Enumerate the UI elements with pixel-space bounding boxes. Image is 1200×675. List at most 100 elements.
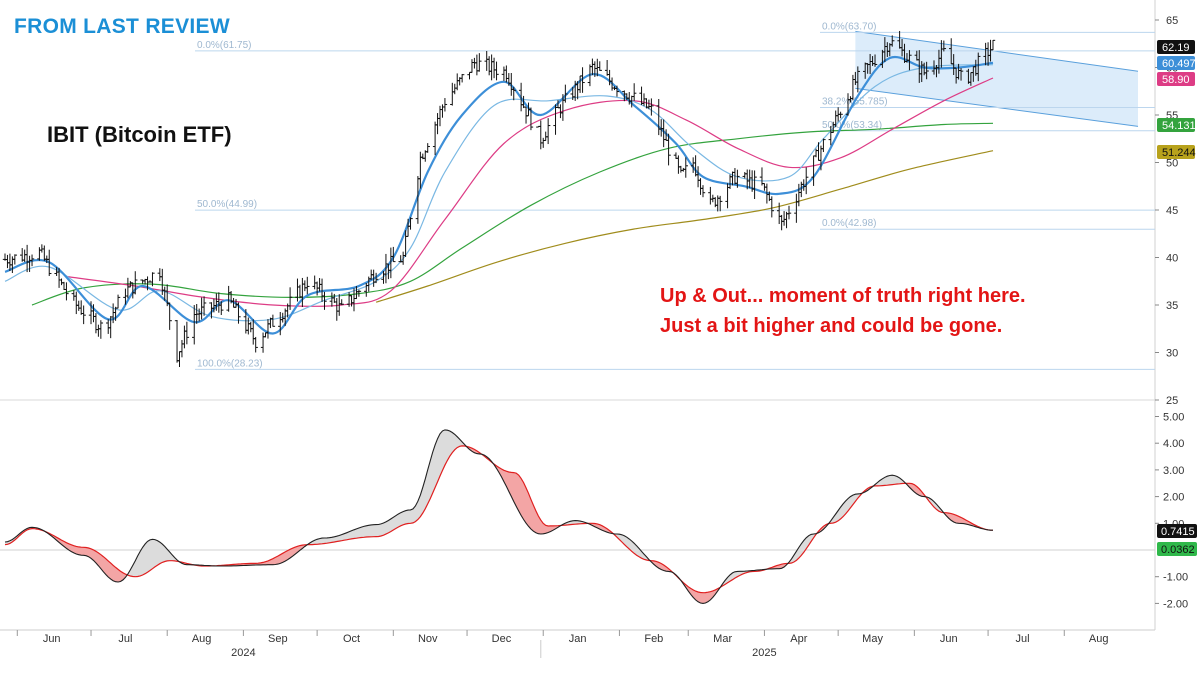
ohlc-bar	[78, 300, 84, 315]
ohlc-bar	[432, 121, 438, 156]
ohlc-bar	[373, 272, 379, 284]
ohlc-bar	[177, 351, 182, 368]
ohlc-bar	[74, 291, 79, 315]
annotation-line-2: Just a bit higher and could be gone.	[660, 315, 1003, 337]
macd-signal-line	[4, 445, 994, 594]
ohlc-bar	[260, 332, 266, 353]
ohlc-bar	[698, 178, 703, 195]
fib-level-label: 0.0%(42.98)	[822, 218, 876, 229]
macd-value-tag: 0.7415	[1157, 524, 1197, 538]
price-tag-bg	[1157, 40, 1195, 54]
ohlc-bar	[543, 131, 548, 141]
price-tag-label: 54.131	[1162, 120, 1196, 132]
ohlc-bar	[312, 275, 317, 290]
ohlc-bar	[106, 319, 111, 334]
macd-fill-negative	[651, 560, 674, 574]
ohlc-bar	[192, 305, 197, 345]
ohlc-bar	[295, 278, 300, 302]
ohlc-bar	[794, 193, 799, 223]
year-label: 2024	[231, 647, 255, 659]
price-tag: 51.244	[1157, 145, 1196, 159]
ohlc-bar	[248, 321, 253, 333]
macd-fill-positive	[926, 496, 944, 513]
ohlc-bar	[467, 71, 472, 80]
fib-level-label: 50.0%(53.34)	[822, 120, 882, 131]
ohlc-bar	[29, 254, 35, 267]
ohlc-bar	[452, 83, 457, 95]
ohlc-bar	[12, 254, 18, 265]
ohlc-bar	[489, 54, 494, 81]
price-tick-label: 45	[1166, 205, 1178, 217]
ohlc-bar	[781, 211, 787, 226]
ohlc-bar	[491, 57, 497, 79]
ohlc-bar	[425, 143, 430, 153]
macd-fill-negative	[46, 532, 128, 582]
ohlc-bar	[700, 185, 706, 198]
ohlc-bar	[474, 54, 480, 76]
ohlc-bar	[890, 35, 895, 47]
ohlc-bar	[708, 186, 713, 205]
annotation-line-1: Up & Out... moment of truth right here.	[660, 285, 1026, 307]
ohlc-bar	[838, 111, 843, 119]
ohlc-bar	[125, 277, 131, 299]
macd-fill-positive	[5, 527, 47, 545]
month-label: Jul	[118, 633, 132, 645]
ohlc-bar	[61, 281, 67, 290]
price-tag: 54.131	[1157, 118, 1196, 132]
ohlc-bar	[98, 320, 104, 339]
fib-level-label: 50.0%(44.99)	[197, 199, 257, 210]
ohlc-bar	[133, 271, 138, 295]
month-label: Aug	[192, 633, 212, 645]
ohlc-bar	[523, 106, 529, 124]
ohlc-bar	[437, 105, 443, 127]
ohlc-bar	[246, 317, 251, 335]
price-tag: 62.19	[1157, 40, 1195, 54]
price-tick-label: 40	[1166, 253, 1178, 265]
month-label: Apr	[790, 633, 807, 645]
macd-fill-positive	[614, 533, 652, 562]
trend-channel	[855, 30, 1139, 127]
fib-level-label: 0.0%(61.75)	[197, 40, 251, 51]
ohlc-bar	[821, 138, 826, 153]
ohlc-bar	[590, 58, 595, 76]
macd-fill-positive	[127, 539, 180, 577]
ohlc-bar	[683, 157, 688, 178]
moving-average-ma-olive	[375, 150, 994, 303]
macd-value-tag-label: 0.7415	[1161, 526, 1195, 538]
ohlc-bar	[907, 50, 912, 71]
ohlc-bar	[435, 113, 440, 135]
macd-value-tag-bg	[1157, 542, 1197, 556]
macd-tick-label: 5.00	[1163, 412, 1184, 424]
ohlc-bar	[287, 287, 293, 310]
ohlc-bar	[182, 325, 187, 349]
price-tick-label: 35	[1166, 300, 1178, 312]
price-tag: 60.497	[1157, 56, 1196, 70]
price-panel-grid	[0, 0, 1156, 631]
ohlc-bar	[442, 98, 448, 112]
ohlc-bar	[614, 85, 620, 97]
fib-level-label: 100.0%(28.23)	[197, 358, 263, 369]
ohlc-bar	[42, 245, 47, 261]
ohlc-bar	[356, 289, 362, 297]
ohlc-bar	[941, 40, 947, 52]
month-label: Jan	[569, 633, 587, 645]
macd-fill-negative	[680, 580, 721, 604]
moving-average-ma-mid	[4, 64, 994, 322]
month-label: Nov	[418, 633, 438, 645]
year-label: 2025	[752, 647, 776, 659]
macd-value-tag-bg	[1157, 524, 1197, 538]
ohlc-bar	[990, 39, 996, 51]
ohlc-bar	[816, 142, 821, 161]
ohlc-bar	[528, 107, 534, 131]
moving-average-ma-green	[31, 122, 994, 306]
ohlc-bar	[759, 167, 765, 186]
price-tick-label: 50	[1166, 158, 1178, 170]
price-tag-label: 62.19	[1162, 42, 1190, 54]
ohlc-bar	[24, 244, 30, 273]
month-label: Oct	[343, 633, 360, 645]
ohlc-bar	[484, 50, 489, 71]
ohlc-bar	[184, 321, 190, 345]
ohlc-bar	[976, 52, 981, 82]
month-label: Dec	[492, 633, 512, 645]
